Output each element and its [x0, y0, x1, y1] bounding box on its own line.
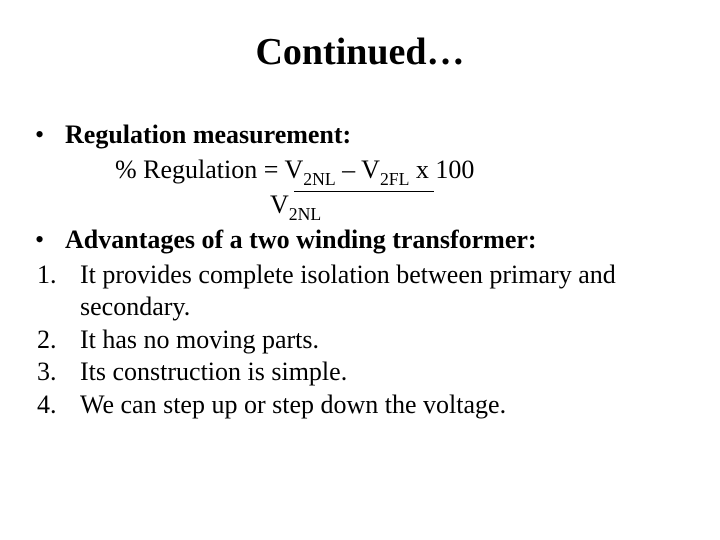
bullet-regulation: • Regulation measurement:: [35, 119, 690, 152]
list-item: 2. It has no moving parts.: [35, 324, 690, 357]
bullet-regulation-text: Regulation measurement:: [65, 119, 690, 152]
list-text-2: It has no moving parts.: [80, 324, 690, 357]
content-area: • Regulation measurement: % Regulation =…: [30, 119, 690, 421]
list-num-3: 3.: [35, 356, 80, 389]
formula-numerator: % Regulation = V2NL – V2FL x 100: [35, 154, 690, 189]
formula-minus: – V: [336, 155, 380, 184]
list-num-1: 1.: [35, 259, 80, 292]
formula-suffix: x 100: [409, 155, 474, 184]
denom-sub: 2NL: [289, 204, 321, 224]
list-text-3: Its construction is simple.: [80, 356, 690, 389]
formula-prefix: % Regulation = V: [115, 155, 303, 184]
denom-v: V: [270, 190, 289, 219]
list-text-4: We can step up or step down the voltage.: [80, 389, 690, 422]
list-num-2: 2.: [35, 324, 80, 357]
formula-sub1: 2NL: [303, 169, 335, 189]
page-title: Continued…: [30, 30, 690, 74]
list-item: 3. Its construction is simple.: [35, 356, 690, 389]
bullet-marker: •: [35, 119, 65, 152]
formula-sub2: 2FL: [380, 169, 409, 189]
list-num-4: 4.: [35, 389, 80, 422]
list-item: 1. It provides complete isolation betwee…: [35, 259, 690, 324]
fraction-line: [294, 191, 434, 192]
list-item: 4. We can step up or step down the volta…: [35, 389, 690, 422]
bullet-advantages: • Advantages of a two winding transforme…: [35, 224, 690, 257]
list-text-1: It provides complete isolation between p…: [80, 259, 690, 324]
bullet-marker: •: [35, 224, 65, 257]
bullet-advantages-text: Advantages of a two winding transformer:: [65, 224, 690, 257]
formula-denominator: V2NL: [35, 189, 690, 224]
